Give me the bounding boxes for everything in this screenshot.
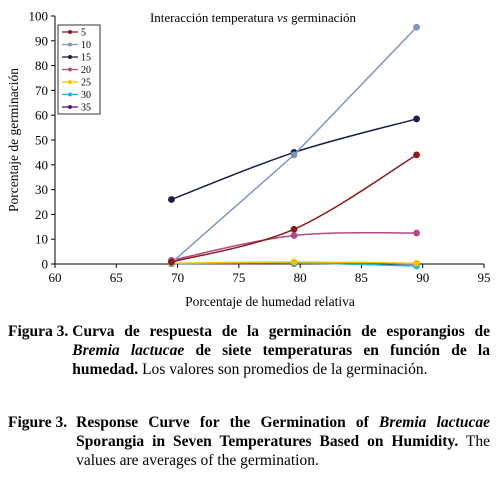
legend-swatch-marker (68, 42, 72, 47)
legend-label: 30 (81, 90, 91, 101)
y-tick-label: 90 (35, 33, 48, 48)
x-tick-label: 95 (478, 270, 491, 285)
data-point (413, 151, 420, 159)
x-tick-label: 70 (171, 270, 184, 285)
y-tick-label: 10 (35, 232, 48, 247)
legend-label: 35 (81, 103, 91, 114)
legend-item-5: 5 (62, 28, 86, 39)
series-20 (168, 229, 420, 264)
y-tick-label: 50 (35, 133, 48, 148)
y-tick-label: 80 (35, 58, 48, 73)
x-tick-label: 75 (232, 270, 245, 285)
legend-item-25: 25 (62, 78, 91, 89)
chart-series (168, 23, 420, 270)
series-line (171, 154, 417, 263)
series-15 (168, 115, 420, 203)
y-tick-label: 0 (42, 257, 49, 272)
legend-label: 20 (81, 65, 91, 76)
y-axis-label: Porcentaje de germinación (6, 68, 21, 212)
x-tick-label: 80 (294, 270, 307, 285)
legend-box (57, 24, 101, 115)
series-10 (168, 23, 420, 267)
chart-axes: 0 10 20 30 40 50 60 70 80 90 100 60 65 70 75 80 85 90 95 (29, 9, 491, 286)
series-5 (168, 151, 420, 266)
data-point (168, 258, 175, 266)
legend-label: 25 (81, 78, 91, 89)
caption-spanish-label: Figura 3. (8, 323, 69, 340)
x-tick-label: 65 (110, 270, 123, 285)
caption-english-text: Response Curve for the Germination of Br… (76, 414, 490, 469)
legend-swatch-marker (68, 55, 72, 59)
x-axis-label: Porcentaje de humedad relativa (185, 294, 355, 309)
data-point (413, 229, 420, 237)
data-point (413, 259, 420, 267)
legend-item-30: 30 (62, 90, 91, 101)
caption-english-label: Figure 3. (8, 414, 68, 431)
caption-english: Figure 3. Response Curve for the Germina… (8, 413, 490, 470)
x-tick-label: 85 (355, 270, 368, 285)
legend-label: 5 (81, 28, 86, 39)
legend-item-15: 15 (62, 53, 91, 64)
y-tick-label: 30 (35, 182, 48, 197)
data-point (290, 258, 298, 266)
data-point (290, 225, 298, 233)
data-point (290, 151, 298, 159)
legend-swatch-marker (68, 30, 72, 34)
x-tick-label: 90 (416, 270, 429, 285)
caption-spanish-text: Curva de respuesta de la germinación de … (72, 323, 490, 378)
y-tick-label: 100 (29, 9, 49, 24)
germination-chart: 0 10 20 30 40 50 60 70 80 90 100 60 65 70 75 80 85 90 95 5… (6, 9, 491, 310)
legend-label: 15 (81, 53, 91, 64)
legend-swatch-marker (68, 80, 72, 84)
y-tick-label: 70 (35, 83, 48, 98)
data-point (413, 23, 420, 31)
legend-item-20: 20 (62, 65, 91, 76)
legend-swatch-marker (68, 67, 72, 72)
series-line (171, 118, 417, 201)
y-tick-label: 60 (35, 108, 48, 123)
data-point (168, 196, 175, 203)
y-tick-label: 20 (35, 207, 48, 222)
legend-swatch-marker (68, 105, 72, 109)
legend-item-10: 10 (62, 40, 91, 51)
legend-label: 10 (81, 40, 91, 51)
y-tick-label: 40 (35, 157, 48, 172)
chart-title: Interacción temperatura vs germinación (150, 10, 357, 25)
caption-spanish: Figura 3. Curva de respuesta de la germi… (8, 322, 490, 379)
x-tick-label: 60 (49, 270, 62, 285)
legend-swatch-marker (68, 92, 72, 97)
data-point (413, 115, 420, 123)
data-point (290, 232, 298, 239)
legend-item-35: 35 (62, 103, 91, 114)
